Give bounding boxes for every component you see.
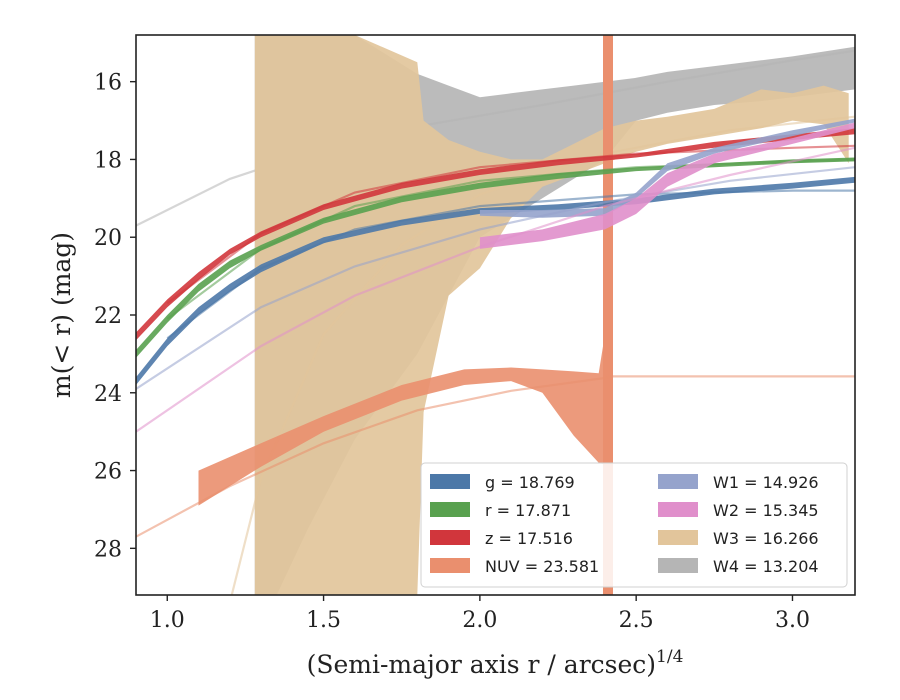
band-z (136, 128, 855, 341)
y-tick-label: 22 (94, 304, 122, 329)
series-w1 (136, 118, 855, 390)
model-nuv (136, 375, 855, 538)
axis-layer: 1.0 1.5 2.0 2.5 3.0 16 18 20 22 24 26 28 (94, 71, 810, 633)
x-tick-label: 3.0 (775, 608, 810, 633)
series-nuv (136, 35, 855, 595)
legend-swatch (430, 502, 470, 517)
x-tick-label: 1.0 (150, 608, 185, 633)
band-w3 (254, 35, 849, 595)
legend-label: W1 = 14.926 (713, 473, 819, 492)
legend-swatch (658, 558, 698, 573)
legend-swatch (430, 530, 470, 545)
legend-swatch (658, 502, 698, 517)
legend-entry: z = 17.516 (430, 529, 573, 548)
legend-swatch (430, 558, 470, 573)
y-tick-label: 24 (94, 382, 122, 407)
legend-label: NUV = 23.581 (485, 557, 599, 576)
y-tick-label: 18 (94, 148, 122, 173)
legend: g = 18.769 r = 17.871 z = 17.516 NUV = 23.5… (420, 462, 848, 588)
model-w4 (136, 49, 855, 227)
legend-label: W4 = 13.204 (713, 557, 819, 576)
legend-entry: W2 = 15.345 (658, 501, 819, 520)
y-tick-label: 26 (94, 460, 122, 485)
series-g (136, 176, 855, 385)
y-tick-label: 20 (94, 226, 122, 251)
model-g (166, 189, 855, 340)
band-nuv (198, 334, 605, 506)
band-nuv-spike (603, 35, 613, 595)
series-w2 (136, 122, 855, 433)
legend-entry: W1 = 14.926 (658, 473, 819, 492)
y-tick-label: 16 (94, 71, 122, 96)
x-tick-label: 2.0 (462, 608, 497, 633)
legend-label: z = 17.516 (485, 529, 573, 548)
model-w2 (136, 146, 855, 433)
y-axis-title: m(< r) (mag) (47, 232, 76, 398)
legend-label: W3 = 16.266 (713, 529, 819, 548)
legend-entry: W3 = 16.266 (658, 529, 819, 548)
band-w1 (479, 118, 855, 218)
x-tick-label: 1.5 (306, 608, 341, 633)
series-z (136, 128, 855, 341)
x-axis-title: (Semi-major axis r / arcsec)1/4 (307, 647, 684, 679)
band-w2 (479, 122, 855, 249)
legend-entry: r = 17.871 (430, 501, 571, 520)
series-layer (136, 35, 855, 595)
legend-entry: NUV = 23.581 (430, 557, 599, 576)
y-tick-label: 28 (94, 537, 122, 562)
legend-entry: g = 18.769 (430, 473, 575, 492)
x-axis-title-superscript: 1/4 (656, 647, 683, 667)
legend-entry: W4 = 13.204 (658, 557, 819, 576)
legend-swatch (658, 474, 698, 489)
legend-swatch (430, 474, 470, 489)
x-tick-label: 2.5 (619, 608, 654, 633)
legend-label: g = 18.769 (485, 473, 575, 492)
legend-swatch (658, 530, 698, 545)
model-w1 (136, 166, 855, 390)
x-axis-title-main: (Semi-major axis r / arcsec) (307, 650, 656, 679)
legend-label: r = 17.871 (485, 501, 571, 520)
legend-box (420, 462, 848, 588)
legend-label: W2 = 15.345 (713, 501, 819, 520)
model-z (166, 144, 855, 305)
